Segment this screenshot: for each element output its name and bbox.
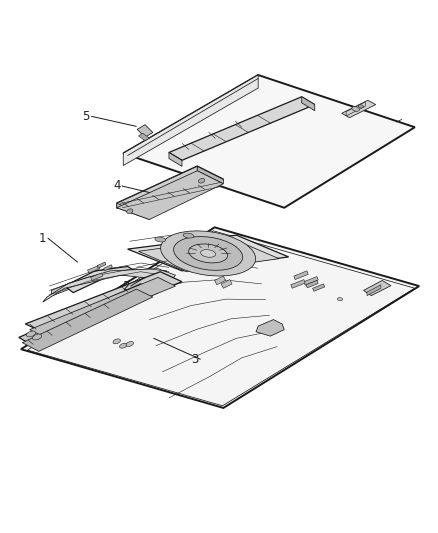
Ellipse shape xyxy=(201,249,215,257)
Polygon shape xyxy=(306,280,318,288)
Ellipse shape xyxy=(155,237,166,242)
Polygon shape xyxy=(30,277,176,338)
Ellipse shape xyxy=(198,179,205,183)
Polygon shape xyxy=(137,125,153,137)
Polygon shape xyxy=(104,265,113,271)
Ellipse shape xyxy=(127,209,133,214)
Polygon shape xyxy=(342,100,376,118)
Text: 3: 3 xyxy=(191,353,199,366)
Polygon shape xyxy=(117,204,149,220)
Polygon shape xyxy=(43,269,176,302)
Ellipse shape xyxy=(113,339,120,344)
Text: 5: 5 xyxy=(83,110,90,123)
Ellipse shape xyxy=(120,343,127,348)
Polygon shape xyxy=(169,97,315,160)
Polygon shape xyxy=(117,166,223,215)
Polygon shape xyxy=(256,320,284,336)
Text: 4: 4 xyxy=(113,180,120,192)
Polygon shape xyxy=(304,277,318,285)
Polygon shape xyxy=(138,133,149,141)
Polygon shape xyxy=(169,152,182,166)
Ellipse shape xyxy=(26,331,35,337)
Polygon shape xyxy=(91,273,103,280)
Polygon shape xyxy=(19,284,158,347)
Polygon shape xyxy=(221,279,232,288)
Polygon shape xyxy=(138,239,279,272)
Ellipse shape xyxy=(358,104,364,108)
Polygon shape xyxy=(123,75,258,166)
Ellipse shape xyxy=(161,231,256,276)
Polygon shape xyxy=(22,289,153,351)
Ellipse shape xyxy=(183,233,194,238)
Polygon shape xyxy=(197,166,223,184)
Polygon shape xyxy=(302,97,315,111)
Polygon shape xyxy=(64,266,136,293)
Polygon shape xyxy=(21,228,419,408)
Ellipse shape xyxy=(352,107,360,111)
Ellipse shape xyxy=(32,334,42,340)
Polygon shape xyxy=(117,171,223,220)
Text: 1: 1 xyxy=(39,232,46,245)
Polygon shape xyxy=(88,265,100,273)
Polygon shape xyxy=(25,272,182,334)
Ellipse shape xyxy=(173,237,243,270)
Polygon shape xyxy=(364,280,391,296)
Polygon shape xyxy=(367,285,381,296)
Ellipse shape xyxy=(337,297,343,301)
Ellipse shape xyxy=(126,342,134,346)
Text: 2: 2 xyxy=(122,280,129,293)
Polygon shape xyxy=(291,279,305,288)
Polygon shape xyxy=(123,75,415,208)
Polygon shape xyxy=(313,284,325,292)
Polygon shape xyxy=(51,269,167,296)
Polygon shape xyxy=(117,166,197,208)
Polygon shape xyxy=(97,262,106,268)
Ellipse shape xyxy=(189,244,228,263)
Polygon shape xyxy=(215,276,226,285)
Polygon shape xyxy=(127,235,289,271)
Polygon shape xyxy=(294,271,308,279)
